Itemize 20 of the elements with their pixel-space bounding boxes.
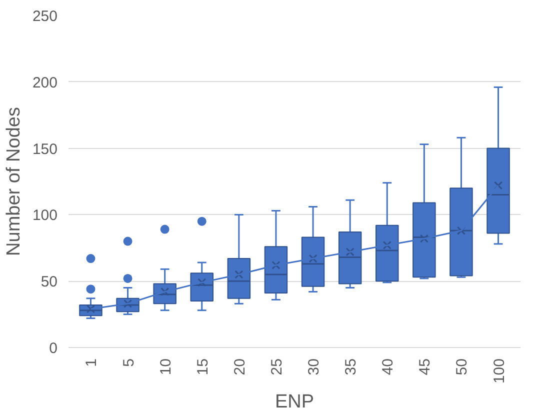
y-tick-label: 0	[49, 340, 58, 357]
y-tick-label: 150	[32, 140, 58, 158]
y-tick-label: 100	[32, 207, 58, 224]
y-tick-label: 50	[40, 274, 58, 291]
x-tick-label: 40	[380, 358, 397, 376]
x-tick-label: 1	[83, 358, 100, 367]
x-tick-label: 25	[268, 358, 286, 376]
y-tick-label: 200	[32, 74, 58, 92]
x-tick-label: 15	[194, 358, 212, 376]
x-tick-label: 35	[342, 358, 360, 376]
x-tick-label: 30	[306, 358, 323, 376]
y-axis-title: Number of Nodes	[3, 107, 24, 256]
x-tick-label: 50	[454, 358, 471, 376]
x-tick-label: 5	[120, 358, 138, 367]
x-tick-label: 100	[490, 358, 508, 384]
y-tick-label: 250	[32, 8, 58, 25]
x-tick-label: 20	[231, 358, 248, 376]
x-axis-title: ENP	[274, 392, 314, 413]
x-tick-label: 10	[157, 358, 174, 376]
x-tick-label: 45	[416, 358, 434, 376]
